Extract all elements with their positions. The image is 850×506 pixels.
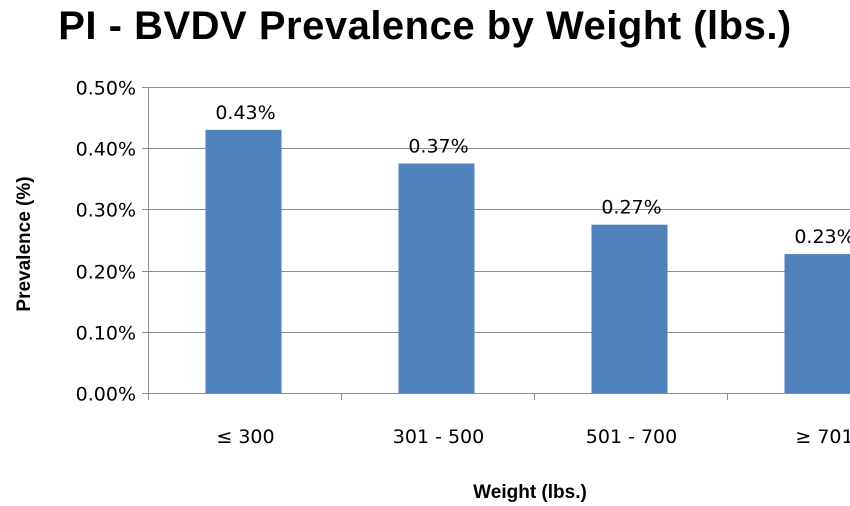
bar [784,254,850,393]
x-tick-label: ≤ 300 [216,426,274,448]
x-tick-label: 501 - 700 [586,426,677,448]
axes [142,87,850,400]
x-axis-title: Weight (lbs.) [473,482,587,503]
y-tick-label: 0.40% [76,139,136,161]
data-label: 0.27% [601,197,661,219]
chart-title: PI - BVDV Prevalence by Weight (lbs.) [58,4,792,48]
x-tick-label: 301 - 500 [393,426,484,448]
bar [398,163,475,393]
y-tick-label: 0.30% [76,200,136,222]
y-tick-label: 0.20% [76,262,136,284]
x-tick-label: ≥ 701 [795,426,850,448]
y-axis-title: Prevalence (%) [14,176,35,311]
labels: 0.00% 0.10% 0.20% 0.30% 0.40% 0.50% 0.43% ≤ 300… [76,78,850,449]
data-label: 0.23% [794,226,850,248]
data-label: 0.43% [215,102,275,124]
y-tick-label: 0.10% [76,323,136,345]
bar [591,224,668,393]
bar [205,129,282,393]
y-tick-label: 0.00% [76,384,136,406]
data-label: 0.37% [408,136,468,158]
y-tick-label: 0.50% [76,78,136,100]
bars [205,129,850,393]
